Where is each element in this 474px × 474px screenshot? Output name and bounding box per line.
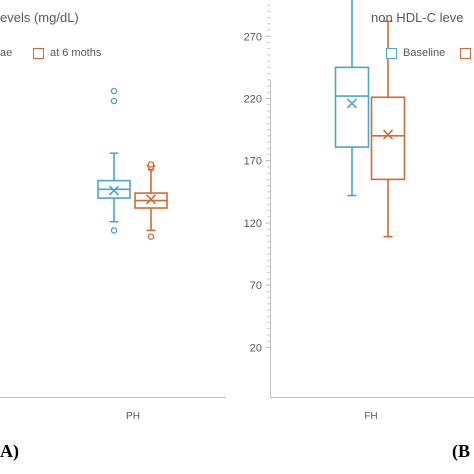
panel-b-y-tick-label: 20 [250,342,262,354]
panel-b-box-6months-mean-marker [382,129,394,140]
panel-b-y-tick-label: 120 [244,218,262,230]
panel-b-box-baseline-box [334,66,370,148]
panel-a-x-tick-label: PH [126,411,140,422]
panel-a-box-baseline-outlier [110,97,118,105]
panel-a-box-6months-outlier [147,161,155,168]
panel-b-y-tick-label: 170 [244,156,262,168]
panel-b-y-tick-label: 70 [250,280,262,292]
panel-b-y-tick-label: 220 [244,94,262,106]
panel-a-box-6months-mean-marker [145,194,157,205]
panel-a-title: evels (mg/dL) [0,10,79,25]
panel-b-box-6months-box [370,96,406,181]
panel-a-plot: PH [0,87,226,422]
legend-swatch-6months-b [460,48,471,59]
panel-a-box-6months-outlier [147,233,155,240]
legend-label-baseline-b: Baseline [403,47,446,59]
legend-label-6months-a: at 6 moths [50,47,102,59]
legend-swatch-baseline-b [386,48,397,59]
legend-swatch-6months-a [33,48,44,59]
panel-a-box-baseline-outlier [110,227,118,234]
panel-b-label: (B [452,441,470,461]
panel-a-box-baseline-outlier [110,87,118,95]
panel-b-plot: 2070120170220270320FH [244,0,474,422]
panel-b-x-tick-label: FH [364,411,377,422]
panel-a-box-baseline-mean-marker [108,185,120,196]
legend-label-baseline-a: ae [0,47,13,59]
panel-a-label: A) [0,441,19,461]
panel-b-y-tick-label: 270 [244,31,262,43]
panel-b-title: non HDL-C leve [371,10,464,25]
panel-b-box-baseline-mean-marker [346,98,358,109]
